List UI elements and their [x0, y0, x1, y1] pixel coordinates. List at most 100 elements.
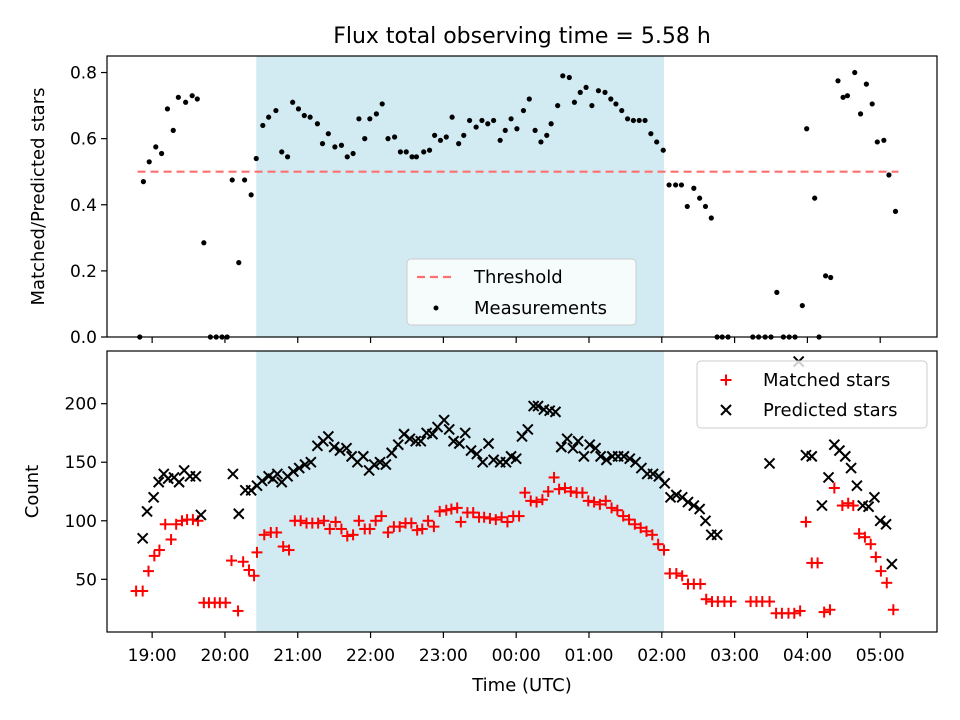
predicted-star-point [816, 499, 828, 512]
measurement-point [164, 106, 171, 112]
matched-star-point [165, 534, 177, 546]
predicted-star-point [447, 435, 460, 447]
measurement-point [514, 126, 520, 132]
measurement-point [555, 102, 561, 109]
predicted-star-point [374, 456, 386, 468]
measurement-point [608, 96, 614, 102]
predicted-star-point [658, 477, 671, 490]
measurement-point [589, 102, 595, 109]
measurement-point [284, 154, 291, 160]
matched-star-point [153, 544, 165, 556]
matched-star-point [496, 511, 508, 523]
predicted-star-point [141, 505, 153, 518]
measurement-point [571, 99, 578, 105]
matched-star-point [271, 526, 283, 538]
measurement-point [279, 149, 285, 155]
matched-star-point [513, 510, 525, 522]
threshold-legend-label: Threshold [473, 267, 563, 288]
matched-star-point [501, 516, 513, 528]
matched-star-point [382, 526, 394, 538]
matched-star-point [405, 517, 417, 529]
measurement-point [229, 177, 235, 183]
matched-star-point [341, 530, 353, 542]
predicted-star-point [482, 437, 495, 450]
measurement-point [560, 73, 566, 79]
predicted-star-point [851, 479, 863, 492]
top-axes-frame [106, 55, 938, 338]
matched-star-point [847, 500, 859, 512]
y-tick-label: 0.4 [70, 196, 97, 216]
matched-star-point [370, 515, 382, 527]
predicted-star-point [299, 458, 311, 471]
measurement-point [170, 127, 176, 133]
matched-star-point [553, 483, 565, 495]
bottom-legend-box [696, 360, 928, 429]
measurement-point [520, 107, 527, 114]
matched-star-point [670, 567, 682, 579]
matched-legend-label: Matched stars [763, 370, 890, 391]
matched-star-point [143, 565, 154, 577]
matched-star-point [137, 585, 149, 597]
measurement-point [840, 94, 846, 100]
matched-star-point [800, 516, 812, 528]
matched-star-point [428, 521, 440, 533]
measurement-point [619, 107, 625, 114]
measurement-point [344, 154, 350, 160]
x-tick-label: 04:00 [783, 646, 832, 666]
matched-star-point [335, 523, 347, 535]
measurement-point [260, 122, 266, 129]
predicted-star-point [136, 532, 149, 545]
measurement-point [566, 74, 572, 81]
measurement-point [508, 116, 514, 122]
matched-star-point [318, 515, 330, 527]
matched-star-point [312, 517, 324, 529]
measurement-point [159, 150, 165, 157]
predicted-legend-swatch [720, 404, 732, 416]
measurement-point [544, 132, 550, 138]
measurement-point [146, 159, 152, 165]
measurement-point [678, 182, 685, 188]
matched-star-point [451, 502, 463, 514]
predicted-legend-label: Predicted stars [763, 400, 897, 421]
matched-star-point [641, 525, 652, 537]
predicted-star-point [555, 441, 568, 453]
y-tick-label: 0.2 [70, 262, 97, 282]
measurement-point [409, 154, 415, 160]
matched-star-point [455, 516, 467, 528]
measurement-point [403, 149, 409, 155]
measurement-point [548, 121, 554, 127]
measurement-point [273, 107, 279, 114]
matched-star-point [490, 514, 502, 526]
matched-star-point [617, 510, 629, 522]
x-tick-label: 19:00 [128, 646, 177, 666]
matched-star-point [623, 514, 635, 526]
matched-star-point [445, 503, 457, 515]
matched-star-point [542, 486, 554, 497]
matched-stars-points [130, 471, 899, 619]
predicted-star-point [190, 470, 202, 482]
matched-star-point [635, 522, 647, 534]
x-tick-label: 05:00 [856, 646, 905, 666]
measurement-point [532, 127, 538, 133]
measurement-point [583, 84, 589, 91]
predicted-star-point [271, 468, 284, 480]
matched-star-point [220, 597, 232, 609]
predicted-star-point [438, 414, 450, 426]
matched-star-point [277, 541, 289, 553]
measurement-point [350, 150, 356, 157]
matched-star-point [611, 504, 623, 516]
predicted-star-point [147, 491, 160, 504]
measurement-point [443, 134, 449, 140]
measurement-point [886, 172, 892, 178]
measurement-point [201, 240, 207, 246]
measurement-point [708, 215, 714, 221]
matched-star-point [226, 555, 237, 567]
predicted-star-point [465, 444, 477, 457]
predicted-star-point [711, 529, 723, 541]
matched-star-point [853, 528, 865, 540]
predicted-star-point [839, 450, 851, 463]
measurement-point [702, 203, 709, 210]
y-tick-label: 0.8 [70, 64, 97, 84]
predicted-star-point [572, 435, 584, 447]
bottom-axes-frame [106, 350, 938, 633]
